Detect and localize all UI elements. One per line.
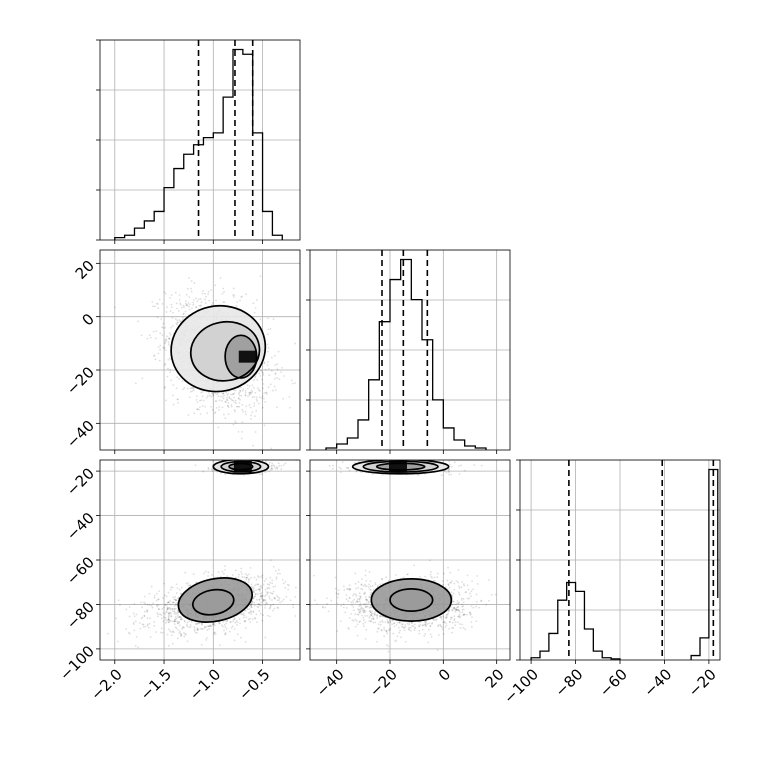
x-tick-labels-p3: −100 −80 −60 −40 −20 <box>500 665 720 707</box>
density-peak <box>389 460 407 473</box>
x-tick-labels-p2: −40 −20 0 20 <box>313 665 508 700</box>
x-tick-label: −1.5 <box>137 665 175 703</box>
contour-line <box>170 304 267 393</box>
y-tick-label: −80 <box>63 598 98 633</box>
contour-line <box>362 460 439 473</box>
contour-line <box>189 320 261 382</box>
axes-frame <box>99 249 301 451</box>
x-tick-label: −1.0 <box>186 665 224 703</box>
scatter-panel-p1-p2: −40 −20 0 20 <box>63 249 301 454</box>
y-tick-label: −40 <box>63 417 98 452</box>
y-tick-label: −20 <box>63 464 98 499</box>
y-tick-label: −40 <box>63 509 98 544</box>
hist-panel-p1 <box>96 39 301 244</box>
y-tick-label: 0 <box>79 310 98 329</box>
x-tick-label: −40 <box>313 665 348 700</box>
x-tick-label: −20 <box>366 665 401 700</box>
contour-line <box>220 460 262 473</box>
x-tick-label: −40 <box>640 665 675 700</box>
contour-line <box>177 577 254 623</box>
scatter-panel-p1-p3: −100 −80 −60 −40 −20 <box>56 459 301 684</box>
y-tick-label: −100 <box>56 642 98 684</box>
contour-line <box>370 578 453 622</box>
x-tick-label: 0 <box>435 665 454 684</box>
y-tick-label: −60 <box>63 553 98 588</box>
x-tick-label: 20 <box>481 665 507 691</box>
x-tick-label: −2.0 <box>87 665 125 703</box>
y-tick-label: −20 <box>63 363 98 398</box>
density-fill <box>192 589 234 615</box>
contour-line <box>224 334 258 379</box>
contour-line <box>351 460 450 475</box>
density-fill <box>390 588 433 612</box>
hist-panel-p3 <box>516 459 721 664</box>
contour-line <box>228 462 254 471</box>
scatter-panel-p2-p3 <box>306 459 511 664</box>
contour-line <box>375 462 426 471</box>
x-tick-label: −100 <box>500 665 542 707</box>
x-tick-label: −20 <box>685 665 720 700</box>
contour-line <box>389 588 434 612</box>
x-tick-label: −60 <box>596 665 631 700</box>
x-tick-label: −80 <box>551 665 586 700</box>
contour-line <box>191 588 235 616</box>
x-tick-labels-p1: −2.0 −1.5 −1.0 −0.5 <box>87 665 273 703</box>
hist-panel-p2 <box>306 249 511 454</box>
histogram-step-p2 <box>325 258 487 450</box>
y-tick-label: 20 <box>72 257 98 283</box>
density-peak <box>238 350 257 363</box>
histogram-step-p3 <box>530 468 719 660</box>
contour-line <box>212 460 270 475</box>
x-tick-label: −0.5 <box>235 665 273 703</box>
scatter-points <box>313 460 497 653</box>
